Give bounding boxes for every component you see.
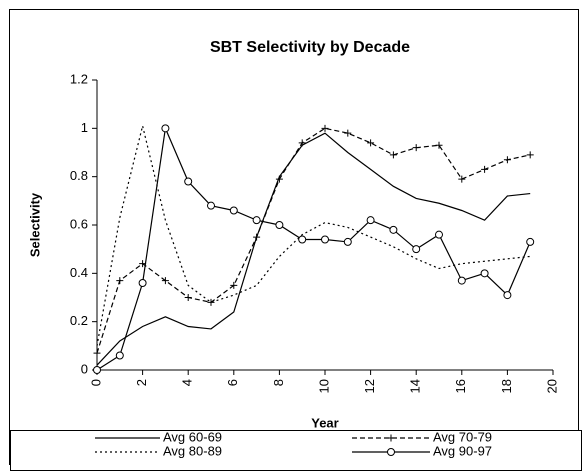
marker <box>457 276 466 285</box>
x-tick-label: 8 <box>271 379 286 386</box>
x-axis-label: Year <box>311 415 338 430</box>
marker <box>387 434 395 442</box>
marker <box>253 233 261 241</box>
marker <box>343 237 352 246</box>
marker <box>366 216 375 225</box>
marker <box>526 151 534 159</box>
x-tick-label: 4 <box>180 379 195 386</box>
y-tick-label: 0.6 <box>70 216 88 231</box>
y-axis-label: Selectivity <box>27 192 42 257</box>
legend: Avg 60-69 Avg 70-79 Avg 80-89 Avg 90-97 <box>95 429 492 458</box>
x-tick-label: 18 <box>499 379 514 393</box>
marker <box>229 206 238 215</box>
plot-area: 0 0.2 0.4 0.6 0.8 1 1.2 0 2 4 6 8 10 12 14 16 18 20 <box>70 71 560 393</box>
x-tick-label: 0 <box>88 379 103 386</box>
y-tick-label: 1.2 <box>70 71 88 86</box>
marker <box>503 291 512 300</box>
series-line <box>96 127 531 354</box>
marker <box>367 139 375 147</box>
marker <box>321 235 329 244</box>
marker <box>207 298 215 306</box>
marker <box>207 201 215 210</box>
marker <box>344 129 352 137</box>
x-tick-label: 10 <box>316 379 331 393</box>
x-tick-label: 20 <box>544 379 559 393</box>
legend-label: Avg 90-97 <box>433 443 492 458</box>
marker <box>458 175 466 183</box>
y-tick-label: 0.2 <box>70 313 88 328</box>
legend-label: Avg 80-89 <box>163 443 222 458</box>
x-tick-label: 16 <box>453 379 468 393</box>
y-tick-label: 1 <box>81 120 88 135</box>
marker <box>480 269 489 278</box>
marker <box>526 237 535 246</box>
y-tick-label: 0 <box>81 361 88 376</box>
series-line <box>96 126 531 371</box>
marker <box>435 230 443 239</box>
marker <box>298 235 307 244</box>
x-tick-label: 6 <box>225 379 240 386</box>
marker <box>230 281 238 289</box>
y-tick-label: 0.8 <box>70 168 88 183</box>
x-tick-label: 12 <box>362 379 377 393</box>
marker <box>252 216 261 225</box>
chart-title: SBT Selectivity by Decade <box>210 39 410 56</box>
marker <box>93 349 101 357</box>
marker <box>116 277 124 285</box>
legend-label: Avg 60-69 <box>163 429 222 444</box>
marker <box>184 177 193 186</box>
marker <box>412 245 421 254</box>
legend-label: Avg 70-79 <box>433 429 492 444</box>
marker <box>115 351 124 360</box>
marker <box>138 279 147 287</box>
marker <box>435 141 443 149</box>
series-line <box>96 132 531 366</box>
marker <box>298 139 306 147</box>
x-tick-label: 14 <box>408 379 423 393</box>
marker <box>389 225 398 234</box>
marker <box>93 366 101 374</box>
legend-box <box>10 430 582 471</box>
marker <box>503 156 511 164</box>
marker <box>481 165 489 173</box>
marker <box>412 144 420 152</box>
x-tick-label: 2 <box>134 379 149 386</box>
marker <box>161 277 169 285</box>
marker <box>275 221 284 229</box>
marker <box>321 124 329 132</box>
marker <box>161 124 170 133</box>
y-tick-label: 0.4 <box>70 265 88 280</box>
chart-frame <box>9 9 579 465</box>
marker <box>184 294 192 301</box>
marker <box>389 151 397 159</box>
marker <box>387 448 395 456</box>
marker <box>275 175 283 183</box>
